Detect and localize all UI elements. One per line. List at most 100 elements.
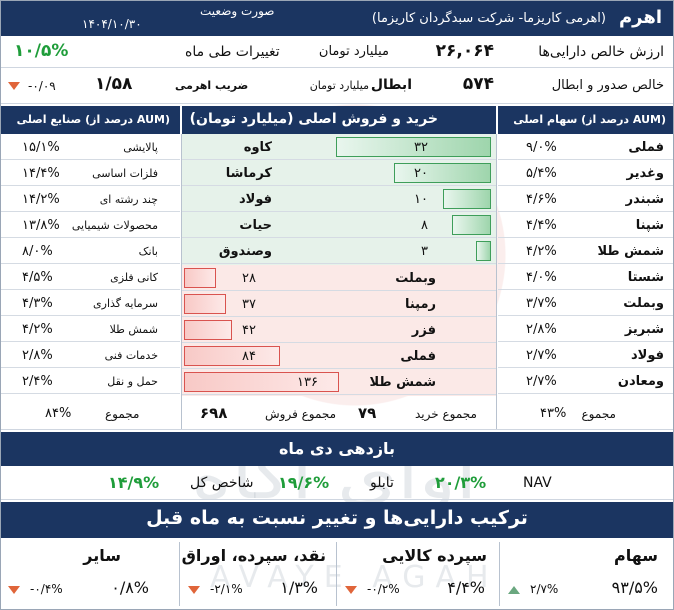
down-arrow-icon (8, 82, 20, 90)
sell-bar (184, 346, 280, 366)
industries-total-label: مجموع (105, 407, 140, 421)
industries-total-value: ۸۴% (45, 406, 72, 421)
flow-unit: میلیارد تومان (309, 79, 369, 92)
nav-change-value: ۱۰/۵% (14, 41, 69, 61)
returns-row: NAV ۲۰/۳% تابلو ۱۹/۶% شاخص کل ۱۴/۹% (0, 466, 674, 500)
buy-bar (394, 163, 491, 183)
totals-row: مجموع ۴۳% مجموع خرید ۷۹ مجموع فروش ۶۹۸ م… (0, 396, 674, 430)
list-item: فولاد ۲/۷% (498, 342, 674, 368)
column-divider (499, 542, 500, 606)
list-item: ومعادن ۲/۷% (498, 368, 674, 394)
sell-row: شمش طلا ۱۳۶ (182, 369, 496, 395)
total-buy-value: ۷۹ (358, 404, 377, 422)
down-arrow-icon (188, 586, 200, 594)
composition-item-cash: نقد، سپرده، اوراق ۱/۳% -۲/۱% (181, 546, 326, 597)
nav-return-value: ۲۰/۳% (435, 473, 487, 492)
report-label: صورت وضعیت (200, 4, 275, 18)
nav-row: ارزش خالص دارایی‌ها ۲۶,۰۶۴ میلیارد تومان… (0, 36, 674, 68)
column-divider (496, 134, 497, 430)
stocks-total-label: مجموع (581, 407, 616, 421)
list-item: فملی ۹/۰% (498, 134, 674, 160)
sell-row: فزر ۴۲ (182, 317, 496, 343)
list-item: شمش طلا ۴/۲% (0, 316, 180, 342)
list-item: کانی فلزی ۴/۵% (0, 264, 180, 290)
buy-row: فولاد ۱۰ (182, 186, 496, 212)
total-buy-label: مجموع خرید (415, 407, 477, 421)
list-item: شمش طلا ۴/۲% (498, 238, 674, 264)
returns-header: بازدهی دی ماه (0, 432, 674, 466)
up-arrow-icon (508, 586, 520, 594)
list-item: پالایشی ۱۵/۱% (0, 134, 180, 160)
buy-bar (452, 215, 491, 235)
list-item: شبندر ۴/۶% (498, 186, 674, 212)
board-return-label: تابلو (370, 475, 394, 491)
composition-title: ترکیب دارایی‌ها و تغییر نسبت به ماه قبل (146, 507, 528, 529)
fund-description: (اهرمی کاریزما- شرکت سبدگردان کاریزما) (371, 11, 606, 26)
industries-list: پالایشی ۱۵/۱% فلزات اساسی ۱۴/۴% چند رشته ا… (0, 134, 180, 396)
nav-change-label: تغییرات طی ماه (185, 44, 280, 60)
nav-return-label: NAV (523, 475, 552, 491)
flow-type: ابطال (370, 77, 412, 93)
flow-value: ۵۷۴ (462, 74, 494, 94)
flow-row: خالص صدور و ابطال ۵۷۴ میلیارد تومان ابطا… (0, 68, 674, 104)
buy-bar (443, 189, 491, 209)
sell-row: فملی ۸۴ (182, 343, 496, 369)
list-item: شستا ۴/۰% (498, 264, 674, 290)
index-return-value: ۱۴/۹% (108, 473, 160, 492)
stocks-total-value: ۴۳% (540, 406, 567, 421)
buys-list: کاوه ۳۲ کرماشا ۲۰ فولاد ۱۰ حیات ۸ وصندوق ۳ (182, 134, 496, 265)
leverage-change: -۰/۰۹ (28, 79, 56, 93)
list-item: فلزات اساسی ۱۴/۴% (0, 160, 180, 186)
total-sell-value: ۶۹۸ (200, 404, 228, 422)
list-item: حمل و نقل ۲/۴% (0, 368, 180, 394)
down-arrow-icon (8, 586, 20, 594)
fund-name: اهرم (618, 7, 662, 28)
list-item: چند رشته ای ۱۴/۲% (0, 186, 180, 212)
industries-header: صنایع اصلی (درصد از AUM) (0, 106, 180, 134)
composition-item-commodity-deposit: سپرده کالایی ۴/۴% -۰/۲% (337, 538, 499, 610)
list-item: وبملت ۳/۷% (498, 290, 674, 316)
list-item: وغدیر ۵/۴% (498, 160, 674, 186)
composition-item-stocks: سهام ۹۳/۵% ۲/۷% (500, 538, 674, 610)
list-item: خدمات فنی ۲/۸% (0, 342, 180, 368)
list-item: بانک ۸/۰% (0, 238, 180, 264)
leverage-label: ضریب اهرمی (175, 79, 249, 92)
report-date: ۱۴۰۴/۱۰/۳۰ (82, 17, 142, 31)
nav-value: ۲۶,۰۶۴ (435, 41, 494, 61)
buy-row: حیات ۸ (182, 212, 496, 238)
buy-row: کرماشا ۲۰ (182, 160, 496, 186)
buy-row: وصندوق ۳ (182, 238, 496, 264)
column-divider (179, 542, 180, 606)
stocks-title: سهام اصلی (درصد از AUM) (513, 113, 666, 126)
sell-bar (184, 268, 216, 288)
leverage-value: ۱/۵۸ (95, 74, 133, 94)
index-return-label: شاخص کل (190, 475, 254, 491)
column-divider (181, 134, 182, 430)
sells-list: وبملت ۲۸ رمپنا ۳۷ فزر ۴۲ فملی ۸۴ شمش طلا ۱۳۶ (182, 265, 496, 396)
sell-bar (184, 294, 226, 314)
sell-bar (184, 372, 339, 392)
list-item: سرمایه گذاری ۴/۳% (0, 290, 180, 316)
board-return-value: ۱۹/۶% (278, 473, 330, 492)
buy-bar (476, 241, 491, 261)
column-divider (336, 542, 337, 606)
list-item: شبریز ۲/۸% (498, 316, 674, 342)
trades-title: خرید و فروش اصلی (میلیارد تومان) (189, 111, 438, 127)
trades-header: خرید و فروش اصلی (میلیارد تومان) (182, 106, 496, 134)
list-item: شپنا ۴/۴% (498, 212, 674, 238)
stocks-list: فملی ۹/۰% وغدیر ۵/۴% شبندر ۴/۶% شپنا ۴/۴% شم… (498, 134, 674, 396)
sell-row: وبملت ۲۸ (182, 265, 496, 291)
composition-row: سهام ۹۳/۵% ۲/۷% سپرده کالایی ۴/۴% -۰/۲% … (0, 538, 674, 610)
nav-label: ارزش خالص دارایی‌ها (538, 44, 664, 60)
buy-bar (336, 137, 491, 157)
sell-bar (184, 320, 232, 340)
total-sell-label: مجموع فروش (265, 407, 337, 421)
returns-title: بازدهی دی ماه (278, 439, 396, 458)
composition-item-other: سایر ۰/۸% -۰/۴% (0, 538, 179, 610)
composition-header: ترکیب دارایی‌ها و تغییر نسبت به ماه قبل (0, 502, 674, 538)
buy-row: کاوه ۳۲ (182, 134, 496, 160)
nav-unit: میلیارد تومان (318, 44, 389, 59)
sell-row: رمپنا ۳۷ (182, 291, 496, 317)
flow-label: خالص صدور و ابطال (551, 78, 664, 93)
stocks-header: سهام اصلی (درصد از AUM) (498, 106, 674, 134)
